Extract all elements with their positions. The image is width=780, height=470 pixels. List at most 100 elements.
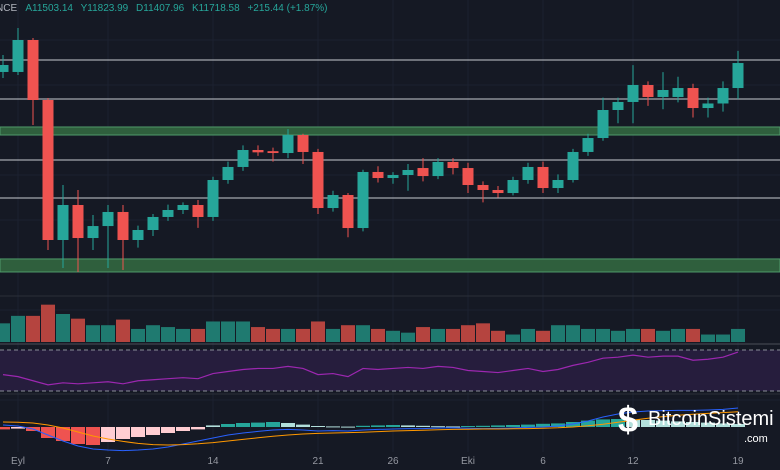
volume-bar [0,323,10,342]
volume-bar [491,330,505,342]
candle-down [492,190,504,194]
candle-up [387,175,399,179]
macd-histogram-bar [11,427,25,429]
candle-up [552,180,564,189]
candle-down [537,166,549,189]
candle-up [657,90,669,97]
volume-bar [41,304,55,342]
volume-bar [416,327,430,342]
volume-bar [551,325,565,342]
volume-bar [191,328,205,342]
candle-up [357,171,369,229]
candle-down [117,211,129,240]
volume-bar [56,314,70,342]
candle-up [327,195,339,209]
signal-line [2,411,739,446]
candle-down [252,150,264,153]
time-tick-label: 14 [207,456,219,467]
candle-down [417,168,429,177]
candle-up [237,150,249,167]
candle-up [0,65,9,72]
volume-bar [431,328,445,342]
macd-histogram-bar [0,427,10,430]
time-tick-label: 19 [732,456,744,467]
volume-bar [281,328,295,342]
macd-histogram-bar [356,425,370,427]
macd-histogram-bar [641,420,655,427]
macd-histogram-bar [161,427,175,433]
candle-up [717,88,729,104]
candle-down [687,88,699,109]
candle-down [372,171,384,179]
volume-bar [671,328,685,342]
time-axis[interactable]: Eyl 7 14 21 26 Eki 6 12 19 [0,452,780,470]
logo-brand: BitcoinSistemi [648,408,774,430]
candle-down [462,168,474,185]
volume-bar [686,328,700,342]
volume-bar [581,328,595,342]
macd-histogram-bar [131,427,145,437]
macd-histogram-bar [221,424,235,427]
candle-down [312,151,324,209]
volume-bar [596,328,610,342]
macd-histogram-bar [581,420,595,427]
candle-down [192,205,204,217]
candle-up [522,166,534,180]
time-tick-label: 26 [387,456,399,467]
volume-bar [506,334,520,342]
volume-bar [101,325,115,342]
open-value: A11503.14 [25,3,73,14]
macd-histogram-bar [71,427,85,444]
macd-histogram-bar [281,423,295,427]
macd-histogram-bar [296,424,310,427]
volume-bar [731,328,745,342]
macd-histogram-bar [116,427,130,439]
candle-up [12,40,24,72]
macd-line [2,407,739,452]
volume-bar [371,328,385,342]
volume-bar [716,334,730,342]
macd-histogram-bar [176,427,190,431]
macd-histogram-bar [626,419,640,427]
macd-histogram-bar [461,426,475,427]
volume-bar [161,327,175,342]
macd-histogram-bar [326,426,340,428]
candle-down [72,205,84,239]
candle-up [87,226,99,239]
volume-bar [521,328,535,342]
symbol-label: NCE [0,3,18,14]
candle-down [267,151,279,154]
macd-histogram-bar [56,427,70,441]
candle-down [447,161,459,169]
candle-up [702,103,714,109]
high-value: Y11823.99 [80,3,129,14]
candle-up [402,170,414,175]
volume-bar [176,328,190,342]
time-tick-label: 21 [312,456,324,467]
volume-bar [446,328,460,342]
bitcoin-icon: $ [618,399,639,440]
volume-bar [656,330,670,342]
candle-up [57,205,69,240]
volume-bar [461,325,475,342]
candle-up [222,166,234,180]
candle-down [477,185,489,190]
volume-bar [476,323,490,342]
volume-bar [611,330,625,342]
candle-up [177,205,189,210]
macd-histogram-bar [551,423,565,427]
macd-histogram-bar [431,426,445,428]
price-plot[interactable] [0,0,780,452]
low-value: D11407.96 [136,3,185,14]
volume-bar [221,321,235,342]
candle-down [42,100,54,240]
macd-histogram-bar [146,427,160,435]
volume-bar [26,315,40,342]
volume-bar [86,325,100,342]
macd-histogram-bar [671,421,685,427]
volume-bar [326,328,340,342]
candle-down [342,195,354,229]
volume-bar [566,325,580,342]
candle-up [147,216,159,230]
